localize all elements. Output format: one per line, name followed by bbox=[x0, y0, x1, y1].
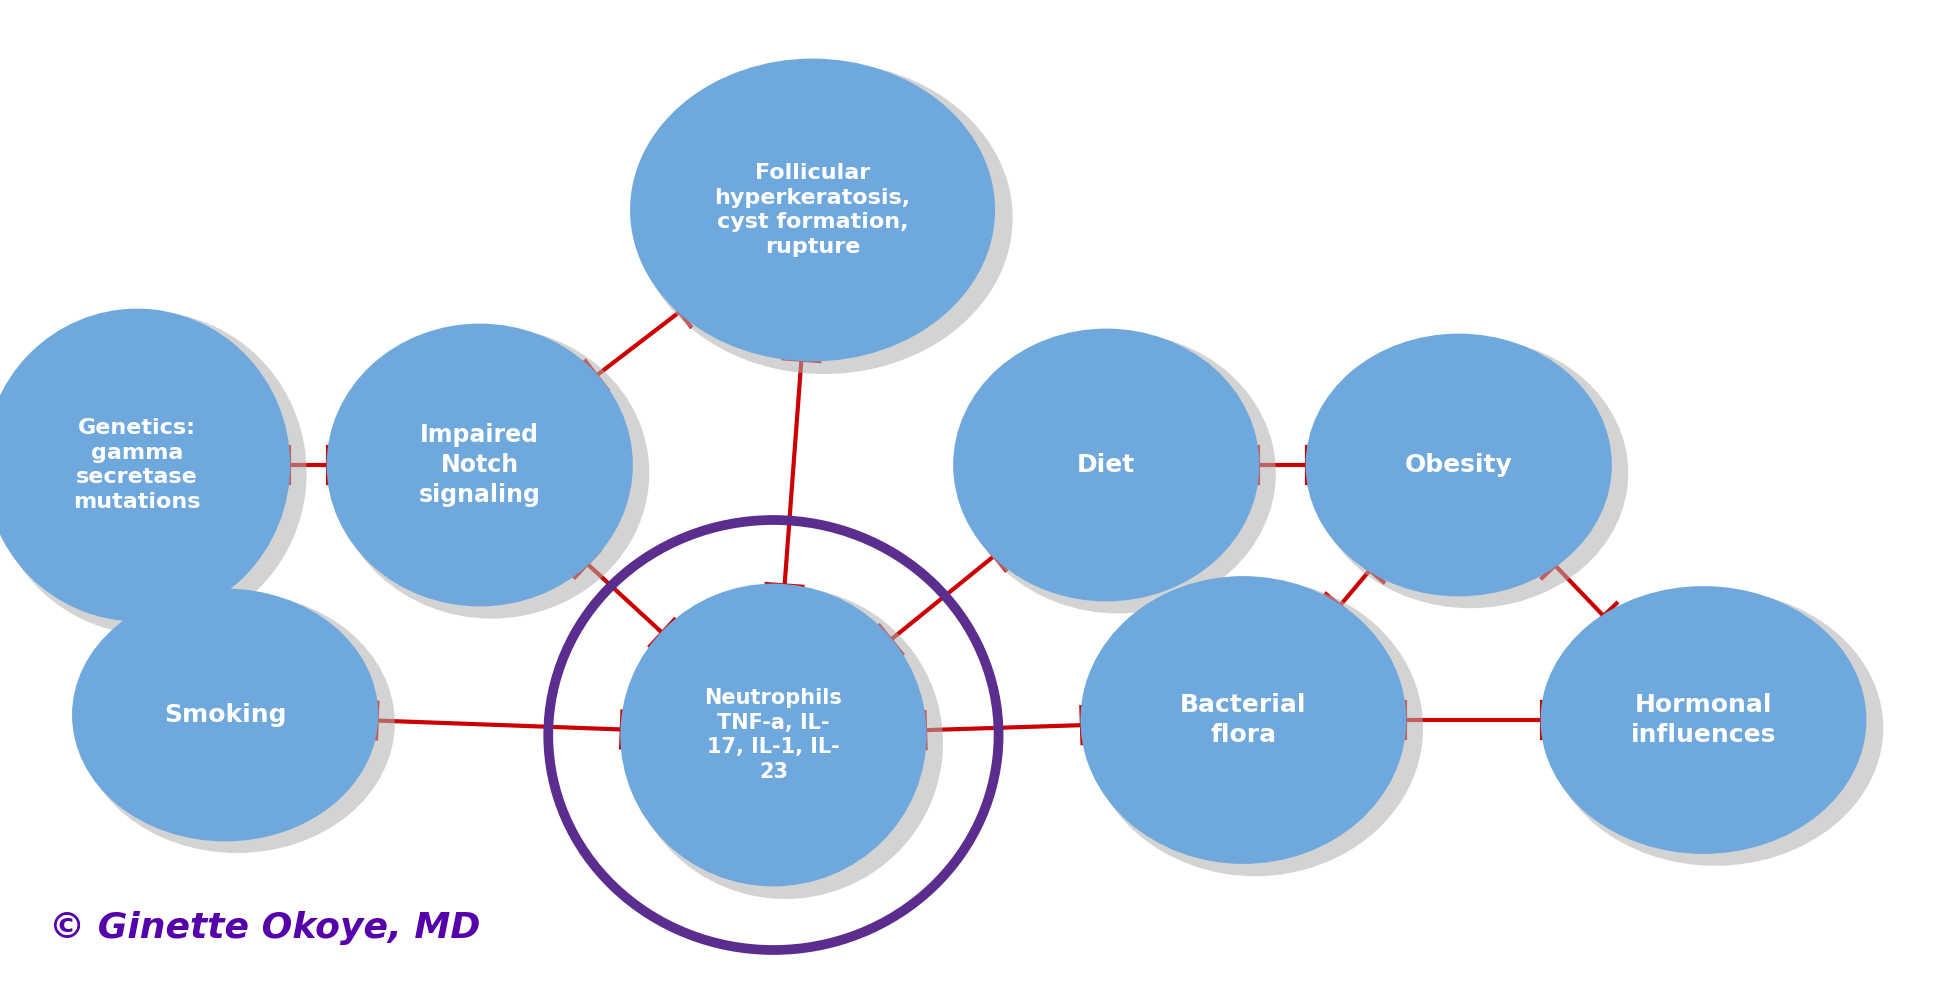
Ellipse shape bbox=[1546, 590, 1883, 866]
Ellipse shape bbox=[1540, 587, 1863, 852]
Text: Hormonal
influences: Hormonal influences bbox=[1630, 693, 1775, 747]
Ellipse shape bbox=[1086, 580, 1423, 876]
Text: Follicular
hyperkeratosis,
cyst formation,
rupture: Follicular hyperkeratosis, cyst formatio… bbox=[714, 163, 910, 257]
Ellipse shape bbox=[1080, 578, 1405, 862]
Ellipse shape bbox=[953, 330, 1256, 600]
Ellipse shape bbox=[1311, 338, 1628, 608]
Text: © Ginette Okoye, MD: © Ginette Okoye, MD bbox=[49, 911, 479, 945]
Ellipse shape bbox=[333, 327, 650, 619]
Ellipse shape bbox=[636, 62, 1012, 374]
Ellipse shape bbox=[74, 590, 376, 840]
Text: Impaired
Notch
signaling: Impaired Notch signaling bbox=[419, 423, 540, 507]
Ellipse shape bbox=[78, 593, 395, 853]
Ellipse shape bbox=[327, 325, 630, 605]
Text: Bacterial
flora: Bacterial flora bbox=[1180, 693, 1305, 747]
Ellipse shape bbox=[0, 310, 290, 620]
Text: Smoking: Smoking bbox=[164, 703, 286, 727]
Ellipse shape bbox=[630, 60, 992, 360]
Ellipse shape bbox=[0, 312, 307, 634]
Text: Diet: Diet bbox=[1076, 453, 1135, 477]
Ellipse shape bbox=[626, 587, 943, 899]
Text: Neutrophils
TNF-a, IL-
17, IL-1, IL-
23: Neutrophils TNF-a, IL- 17, IL-1, IL- 23 bbox=[705, 688, 842, 782]
Ellipse shape bbox=[622, 585, 924, 885]
Text: Obesity: Obesity bbox=[1403, 453, 1513, 477]
Text: Genetics:
gamma
secretase
mutations: Genetics: gamma secretase mutations bbox=[72, 418, 202, 512]
Ellipse shape bbox=[959, 333, 1276, 613]
Ellipse shape bbox=[1307, 335, 1609, 595]
